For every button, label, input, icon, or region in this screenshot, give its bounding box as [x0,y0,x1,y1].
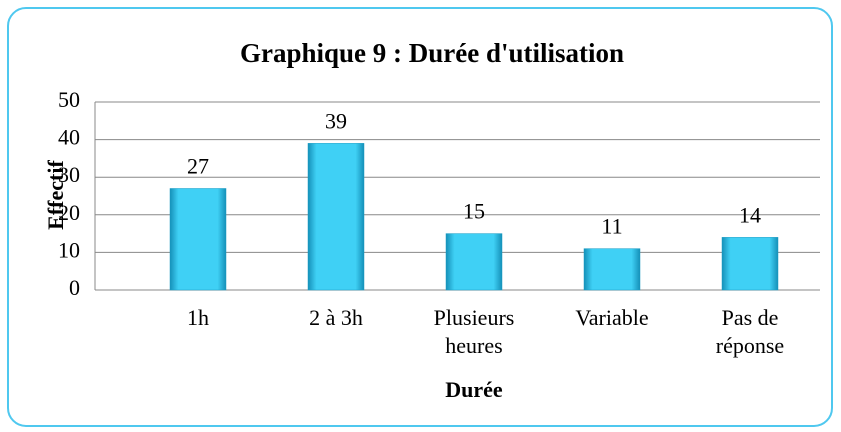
bar [445,233,503,291]
x-tick-label: Pas de réponse [716,305,784,358]
data-label: 27 [187,154,209,179]
y-tick-label: 20 [58,200,80,225]
bar [307,143,365,291]
data-label: 11 [601,214,622,239]
x-tick-label: 1h [187,305,209,330]
x-tick-label: Variable [575,305,648,330]
y-tick-label: 40 [58,125,80,150]
data-label: 15 [463,199,485,224]
x-axis-label: Durée [445,377,503,402]
y-tick-label: 50 [58,87,80,112]
y-tick-label: 30 [58,162,80,187]
y-axis-label: Effectif [43,160,68,230]
y-tick-label: 0 [69,275,80,300]
y-tick-label: 10 [58,237,80,262]
x-tick-label: 2 à 3h [309,305,363,330]
data-label: 14 [739,202,761,227]
chart-frame [7,7,833,427]
bar [583,248,641,291]
bar [721,237,779,291]
data-label: 39 [325,108,347,133]
bar [169,188,227,291]
x-tick-label: Plusieurs heures [434,305,515,358]
chart-title: Graphique 9 : Durée d'utilisation [240,38,624,68]
